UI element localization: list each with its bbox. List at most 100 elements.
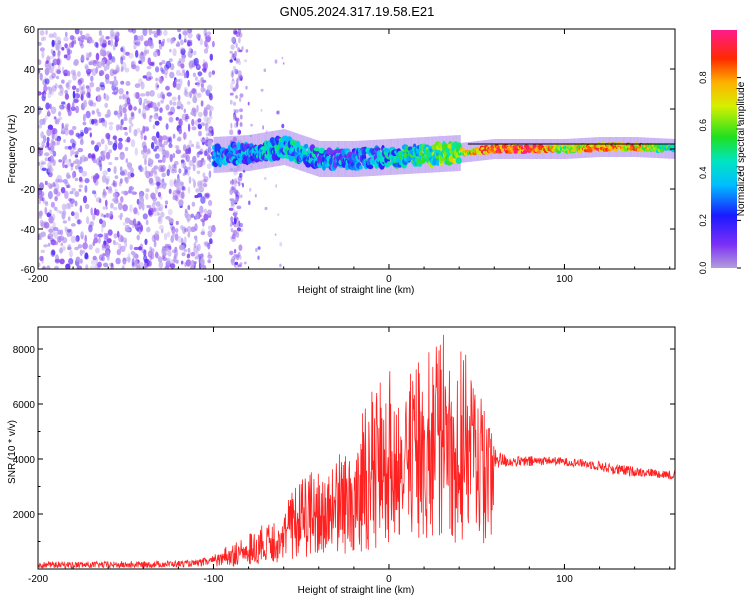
heatmap-cell <box>92 159 97 164</box>
heatmap-cell <box>138 60 142 64</box>
heatmap-cell <box>262 125 264 130</box>
heatmap-cell <box>176 106 181 110</box>
heatmap-cell <box>53 116 57 120</box>
heatmap-cell <box>64 145 69 150</box>
heatmap-cell <box>127 164 133 170</box>
heatmap-cell <box>52 32 57 39</box>
heatmap-cell <box>148 157 152 164</box>
heatmap-cell <box>168 58 173 62</box>
heatmap-cell <box>108 149 113 154</box>
heatmap-cell <box>172 133 176 139</box>
heatmap-cell <box>151 234 156 243</box>
heatmap-cell <box>130 112 135 120</box>
colorbar-tick-label: 0.6 <box>698 119 708 132</box>
heatmap-cell <box>203 176 209 183</box>
heatmap-cell <box>120 56 124 65</box>
colorbar-tick-label: 0.4 <box>698 167 708 180</box>
heatmap-cell <box>61 122 64 129</box>
heatmap-cell <box>100 138 105 145</box>
heatmap-cell <box>182 172 186 177</box>
heatmap-cell <box>120 196 124 203</box>
heatmap-cell <box>195 213 200 220</box>
heatmap-cell <box>43 244 49 248</box>
heatmap-cell <box>178 58 182 64</box>
heatmap-cell <box>187 168 190 177</box>
heatmap-cell <box>234 261 239 265</box>
heatmap-cell <box>86 92 90 98</box>
heatmap-cell <box>185 113 189 118</box>
heatmap-cell <box>359 165 363 170</box>
heatmap-cell <box>77 71 81 77</box>
heatmap-cell <box>239 122 243 127</box>
heatmap-cell <box>150 142 155 150</box>
heatmap-cell <box>153 135 157 140</box>
heatmap-cell <box>145 193 149 200</box>
heatmap-cell <box>260 88 264 92</box>
heatmap-cell <box>239 114 243 120</box>
heatmap-cell <box>152 124 156 130</box>
heatmap-cell <box>58 159 63 163</box>
heatmap-cell <box>183 86 188 93</box>
heatmap-cell <box>48 215 54 224</box>
heatmap-cell <box>144 165 148 173</box>
heatmap-cell <box>146 226 151 233</box>
heatmap-cell <box>61 79 65 84</box>
heatmap-cell <box>166 257 171 263</box>
heatmap-cell <box>239 222 243 228</box>
x-tick-label: 100 <box>556 574 573 585</box>
heatmap-cell <box>159 166 165 173</box>
heatmap-cell <box>100 86 105 91</box>
heatmap-cell <box>67 102 71 111</box>
heatmap-cell <box>72 71 76 76</box>
heatmap-cell <box>229 83 234 90</box>
heatmap-cell <box>204 39 208 48</box>
heatmap-cell <box>240 182 243 186</box>
heatmap-cell <box>50 106 57 115</box>
heatmap-cell <box>456 158 462 164</box>
heatmap-cell <box>187 247 191 253</box>
heatmap-cell <box>190 259 195 267</box>
heatmap-cell <box>119 166 123 173</box>
heatmap-cell <box>44 222 50 229</box>
heatmap-cell <box>51 85 57 92</box>
heatmap-cell <box>177 136 182 142</box>
heatmap-cell <box>160 164 166 173</box>
heatmap-cell <box>513 150 518 154</box>
heatmap-cell <box>206 163 212 170</box>
heatmap-cell <box>49 209 52 215</box>
heatmap-cell <box>136 38 141 47</box>
x-tick-label: -200 <box>28 574 48 585</box>
heatmap-cell <box>191 201 196 207</box>
heatmap-cell <box>133 92 139 99</box>
heatmap-cell <box>279 242 283 247</box>
heatmap-cell <box>74 177 79 182</box>
heatmap-cell <box>67 79 72 84</box>
heatmap-cell <box>86 57 90 61</box>
heatmap-cell <box>127 189 132 194</box>
colorbar-tick-label: 0.8 <box>698 71 708 84</box>
heatmap-cell <box>101 43 107 48</box>
heatmap-cell <box>101 243 107 249</box>
heatmap-cell <box>75 150 79 155</box>
heatmap-cell <box>194 194 199 199</box>
heatmap-cell <box>106 186 109 190</box>
heatmap-cell <box>88 99 94 107</box>
heatmap-cell <box>209 238 213 245</box>
heatmap-cell <box>174 249 179 257</box>
heatmap-cell <box>84 65 89 70</box>
heatmap-cell <box>239 93 244 98</box>
heatmap-cell <box>82 113 86 122</box>
x-tick-label: 0 <box>386 274 392 285</box>
heatmap-cell <box>128 186 135 191</box>
heatmap-cell <box>191 143 195 148</box>
y-tick-label: 20 <box>24 105 36 116</box>
heatmap-cell <box>125 158 129 164</box>
heatmap-cell <box>144 262 148 267</box>
heatmap-cell <box>48 66 54 74</box>
heatmap-cell <box>237 129 241 136</box>
heatmap-cell <box>55 43 60 51</box>
heatmap-cell <box>233 189 239 195</box>
heatmap-cell <box>161 145 165 152</box>
heatmap-cell <box>65 202 71 210</box>
